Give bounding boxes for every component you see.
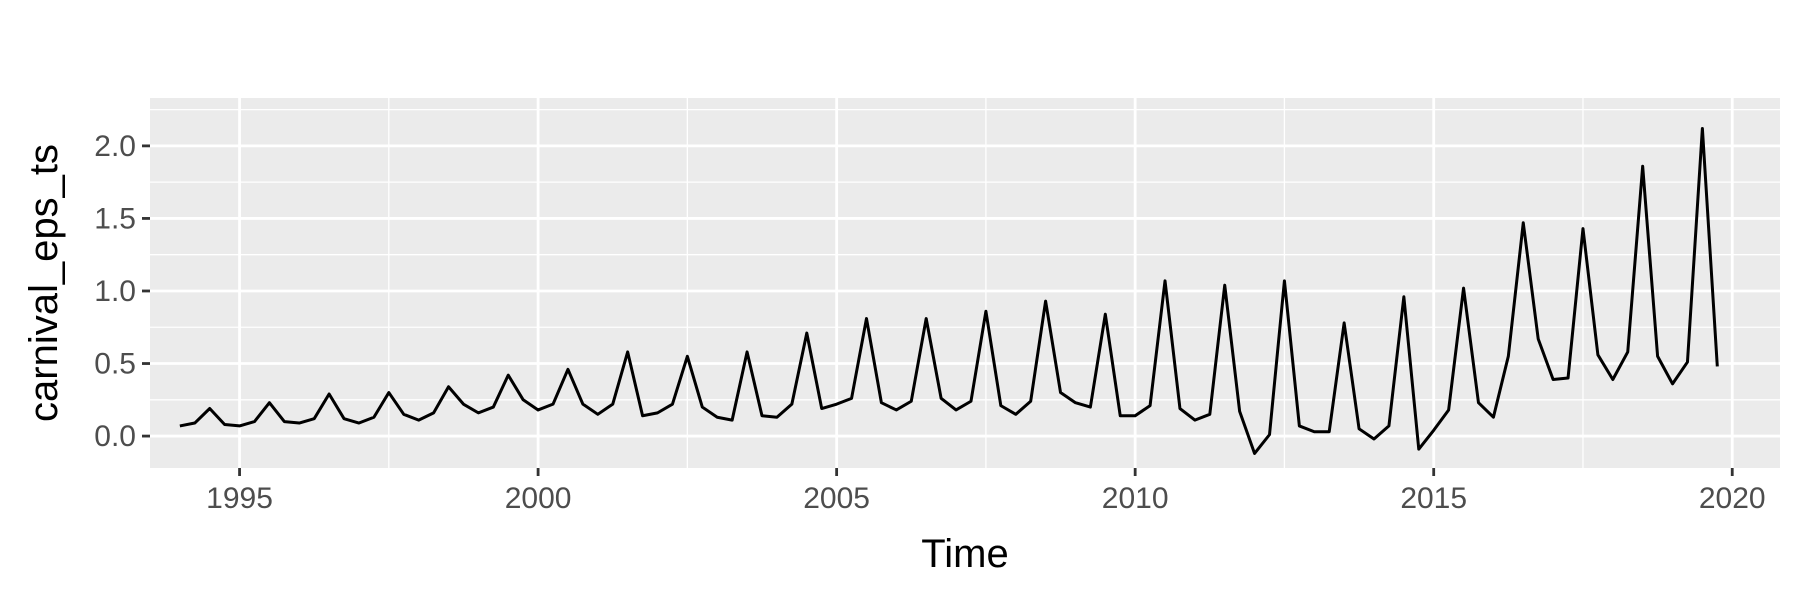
x-tick-label: 2010 bbox=[1102, 482, 1169, 515]
y-tick-label: 2.0 bbox=[94, 130, 136, 163]
y-axis-title: carnival_eps_ts bbox=[22, 144, 66, 422]
series-layer bbox=[179, 126, 1719, 455]
y-tick-label: 1.0 bbox=[94, 275, 136, 308]
x-tick-label: 2020 bbox=[1699, 482, 1766, 515]
grid-major bbox=[150, 98, 1780, 468]
x-tick-label: 2015 bbox=[1400, 482, 1467, 515]
x-axis: 1995 2000 2005 2010 2015 2020 bbox=[206, 468, 1766, 515]
x-axis-title: Time bbox=[921, 532, 1008, 576]
x-tick-label: 1995 bbox=[206, 482, 273, 515]
series-line bbox=[179, 126, 1719, 455]
x-tick-label: 2005 bbox=[803, 482, 870, 515]
y-tick-label: 1.5 bbox=[94, 202, 136, 235]
y-axis: 0.0 0.5 1.0 1.5 2.0 bbox=[94, 130, 150, 453]
x-tick-label: 2000 bbox=[505, 482, 572, 515]
y-tick-label: 0.0 bbox=[94, 420, 136, 453]
plot-panel bbox=[150, 98, 1780, 468]
y-tick-label: 0.5 bbox=[94, 348, 136, 381]
grid-minor bbox=[150, 98, 1780, 468]
